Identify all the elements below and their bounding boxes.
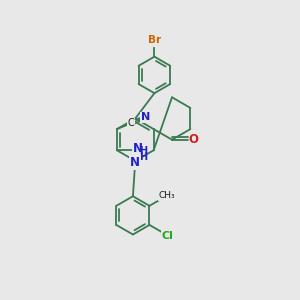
Text: H: H bbox=[139, 146, 147, 156]
Text: CH₃: CH₃ bbox=[158, 191, 175, 200]
Text: O: O bbox=[188, 133, 199, 146]
Text: N: N bbox=[141, 112, 150, 122]
Text: C: C bbox=[128, 118, 134, 128]
Text: H: H bbox=[139, 152, 147, 162]
Text: N: N bbox=[133, 142, 143, 155]
Text: N: N bbox=[130, 156, 140, 169]
Text: Cl: Cl bbox=[162, 230, 174, 241]
Text: Br: Br bbox=[148, 35, 161, 46]
